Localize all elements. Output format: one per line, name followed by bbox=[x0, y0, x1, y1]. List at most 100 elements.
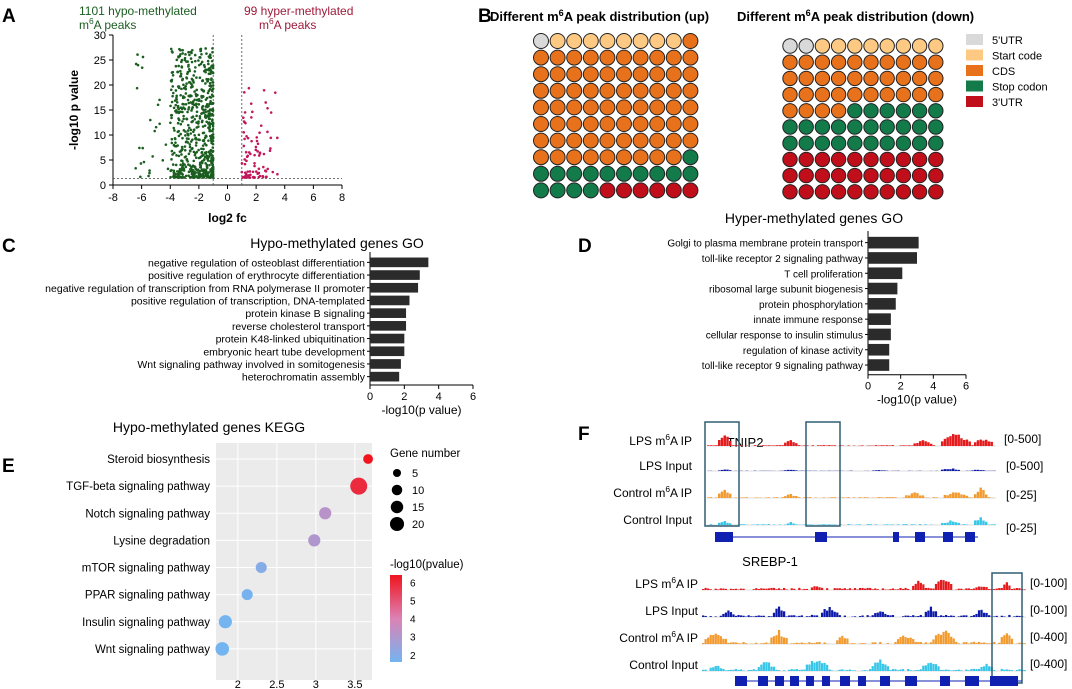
waffle-cell bbox=[814, 103, 831, 119]
track-signal bbox=[772, 636, 776, 644]
category-label: negative regulation of transcription fro… bbox=[45, 283, 365, 295]
track-signal bbox=[1013, 616, 1016, 617]
data-point bbox=[211, 80, 214, 84]
track-signal bbox=[982, 440, 985, 446]
track-signal bbox=[792, 442, 795, 446]
track-signal bbox=[874, 613, 877, 617]
waffle-cell bbox=[632, 33, 649, 49]
track-signal bbox=[942, 631, 945, 644]
track-signal bbox=[724, 588, 728, 590]
waffle-cell bbox=[782, 151, 798, 168]
gene-exon bbox=[990, 676, 1018, 686]
size-legend-dot bbox=[390, 500, 404, 514]
data-point bbox=[141, 146, 145, 150]
data-point bbox=[172, 171, 176, 175]
track-signal bbox=[722, 638, 725, 644]
track-signal bbox=[937, 581, 940, 590]
track-signal bbox=[937, 616, 940, 617]
track-signal bbox=[876, 589, 879, 590]
track-signal bbox=[775, 445, 779, 446]
data-point bbox=[208, 95, 212, 99]
track-signal bbox=[707, 637, 710, 644]
data-point bbox=[169, 175, 172, 179]
track-signal bbox=[874, 470, 878, 471]
waffle-cell bbox=[649, 165, 666, 182]
track-signal bbox=[901, 635, 905, 644]
waffle-cell bbox=[682, 99, 699, 116]
data-point bbox=[176, 144, 179, 147]
waffle-cell bbox=[928, 135, 944, 151]
track-signal bbox=[924, 524, 927, 525]
color-legend-title: -log10(pvalue) bbox=[390, 559, 464, 571]
data-point bbox=[206, 59, 210, 63]
track-signal bbox=[806, 524, 809, 525]
waffle-cell bbox=[665, 116, 682, 132]
data-point bbox=[209, 100, 212, 103]
track-signal bbox=[874, 524, 878, 525]
color-bar bbox=[390, 575, 402, 662]
data-point bbox=[183, 56, 187, 60]
waffle-cell bbox=[928, 86, 944, 103]
data-point bbox=[243, 111, 247, 114]
track-signal bbox=[767, 524, 771, 525]
data-point bbox=[176, 121, 180, 125]
data-point bbox=[186, 141, 190, 144]
track-signal bbox=[861, 615, 864, 617]
track-signal bbox=[927, 442, 930, 446]
data-point bbox=[200, 169, 204, 173]
waffle-cell bbox=[632, 149, 649, 166]
track-signal bbox=[881, 588, 884, 590]
track-signal bbox=[929, 588, 933, 590]
data-point bbox=[177, 64, 180, 68]
track-signal bbox=[729, 493, 732, 498]
track-signal bbox=[988, 666, 991, 671]
track-signal bbox=[977, 641, 981, 644]
legend-label: Stop codon bbox=[992, 82, 1048, 94]
data-point bbox=[205, 115, 209, 118]
track-signal bbox=[871, 666, 874, 671]
track-signal bbox=[951, 468, 955, 471]
waffle-cell bbox=[814, 167, 831, 184]
track-signal bbox=[803, 524, 806, 525]
track-signal bbox=[914, 670, 917, 671]
track-signal bbox=[770, 587, 773, 590]
track-signal bbox=[822, 524, 826, 525]
data-point bbox=[170, 116, 173, 120]
x-tick-label: 0 bbox=[865, 381, 871, 393]
track-signal bbox=[971, 470, 974, 471]
track-signal bbox=[998, 588, 1001, 590]
track-signal bbox=[789, 494, 793, 498]
data-point bbox=[169, 79, 173, 83]
track-signal bbox=[918, 495, 922, 498]
category-label: Lysine degradation bbox=[113, 535, 210, 547]
data-point bbox=[209, 122, 213, 126]
track-signal bbox=[980, 666, 983, 671]
waffle-cell bbox=[582, 116, 599, 132]
track-signal bbox=[770, 445, 773, 446]
data-point bbox=[184, 165, 188, 169]
track-signal bbox=[836, 612, 839, 617]
data-point bbox=[243, 91, 246, 94]
track-signal bbox=[919, 669, 922, 671]
track-signal bbox=[905, 495, 908, 498]
track-signal bbox=[843, 615, 846, 617]
track-signal bbox=[960, 670, 963, 671]
track-signal bbox=[982, 470, 985, 471]
data-point bbox=[269, 111, 273, 114]
gene-exon bbox=[715, 532, 733, 542]
waffle-cell bbox=[616, 66, 632, 83]
waffle-cell bbox=[863, 103, 879, 119]
track-range: [0-500] bbox=[1006, 459, 1043, 473]
track-signal bbox=[902, 524, 905, 525]
track-signal bbox=[709, 589, 712, 590]
waffle-cell bbox=[928, 54, 944, 70]
track-signal bbox=[934, 635, 938, 644]
data-point bbox=[173, 137, 177, 140]
track-signal bbox=[879, 611, 882, 617]
track-signal bbox=[993, 670, 996, 671]
data-point bbox=[194, 92, 198, 96]
track-signal bbox=[775, 589, 778, 590]
data-point bbox=[200, 150, 204, 154]
waffle-cell bbox=[582, 149, 599, 166]
track-signal bbox=[945, 581, 948, 590]
